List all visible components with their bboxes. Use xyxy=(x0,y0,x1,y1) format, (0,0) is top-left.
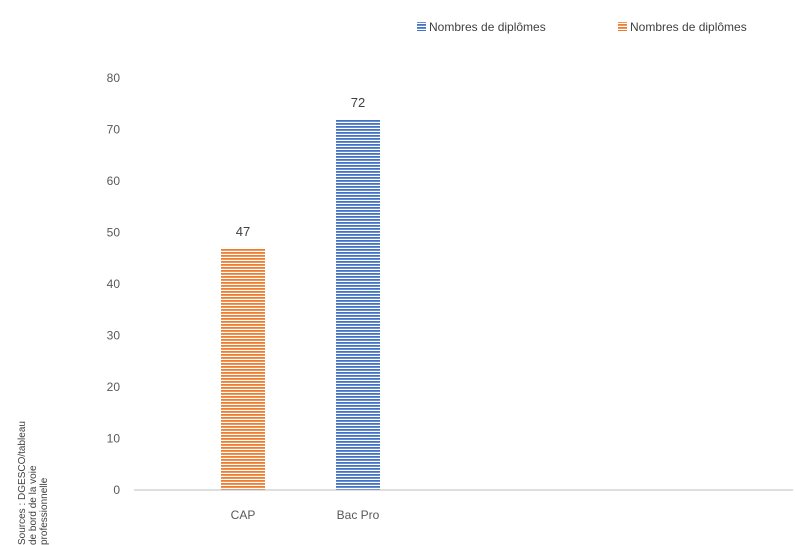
legend: Nombres de diplômes Nombres de diplômes xyxy=(417,20,747,34)
legend-label-series-1: Nombres de diplômes xyxy=(429,20,546,34)
x-tick-label-cap: CAP xyxy=(231,508,256,522)
bar-bac-pro xyxy=(336,119,380,490)
legend-swatch-orange xyxy=(618,22,627,31)
y-tick-label-70: 70 xyxy=(107,123,121,137)
y-tick-label-60: 60 xyxy=(107,174,121,188)
legend-item-series-1: Nombres de diplômes xyxy=(417,20,546,34)
source-note-line-1: Sources : DGESCO/tableau xyxy=(17,421,28,545)
source-note: Sources : DGESCO/tableau de bord de la v… xyxy=(17,421,50,545)
legend-label-series-2: Nombres de diplômes xyxy=(630,20,747,34)
y-tick-label-0: 0 xyxy=(113,483,120,497)
x-axis-ticks: CAP Bac Pro xyxy=(231,508,380,522)
y-axis-ticks: 0 10 20 30 40 50 60 70 80 xyxy=(107,71,121,497)
data-label-cap: 47 xyxy=(236,224,250,239)
bar-cap xyxy=(221,247,265,490)
source-note-line-3: professionnelle xyxy=(39,477,50,545)
x-tick-label-bac-pro: Bac Pro xyxy=(337,508,380,522)
data-label-bac-pro: 72 xyxy=(351,95,365,110)
y-tick-label-30: 30 xyxy=(107,329,121,343)
source-note-line-2: de bord de la voie xyxy=(28,465,39,545)
bars xyxy=(221,119,380,490)
y-tick-label-50: 50 xyxy=(107,226,121,240)
y-tick-label-40: 40 xyxy=(107,277,121,291)
y-tick-label-80: 80 xyxy=(107,71,121,85)
y-tick-label-10: 10 xyxy=(107,432,121,446)
legend-item-series-2: Nombres de diplômes xyxy=(618,20,747,34)
data-labels: 72 47 xyxy=(236,95,365,239)
legend-swatch-blue xyxy=(417,22,426,31)
y-tick-label-20: 20 xyxy=(107,380,121,394)
